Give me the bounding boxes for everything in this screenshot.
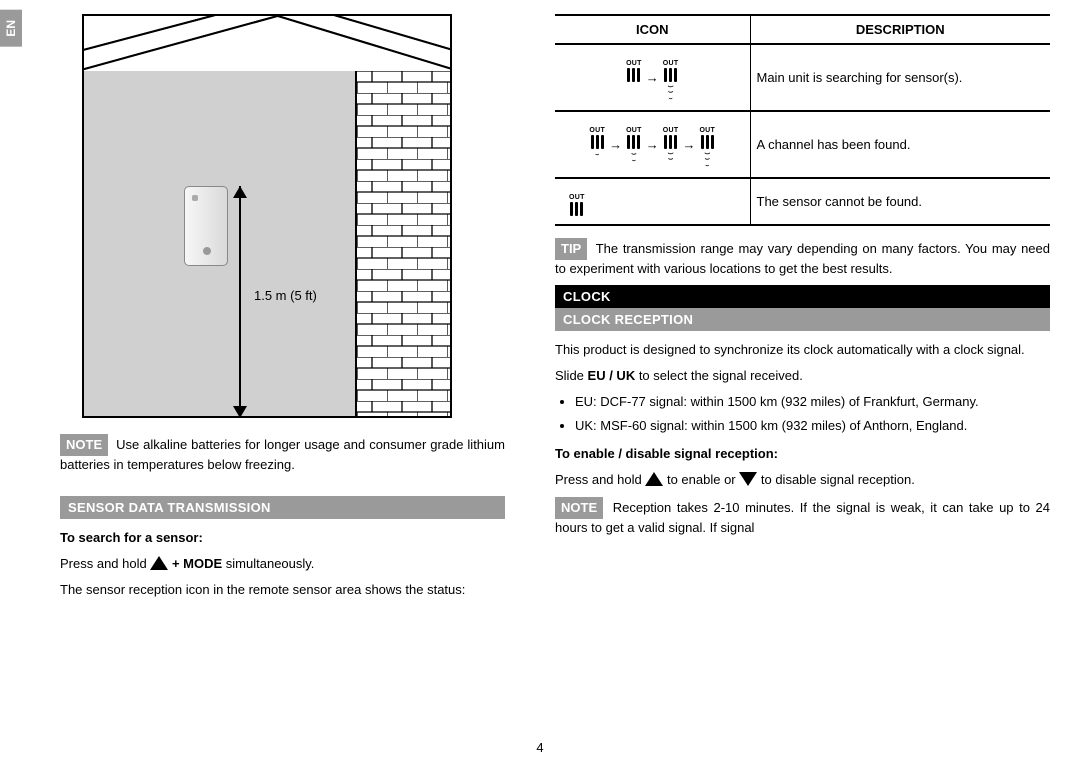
list-item: EU: DCF-77 signal: within 1500 km (932 m…	[575, 393, 1050, 411]
enable-instruction: Press and hold to enable or to disable s…	[555, 471, 1050, 489]
right-column: ICON DESCRIPTION OUT → OUT ⌣⌣⌣ Main unit…	[555, 14, 1050, 607]
enable-heading: To enable / disable signal reception:	[555, 445, 1050, 463]
up-triangle-icon	[645, 472, 663, 486]
battery-note: NOTE Use alkaline batteries for longer u…	[60, 434, 505, 474]
table-row: OUT The sensor cannot be found.	[555, 178, 1050, 225]
list-item: UK: MSF-60 signal: within 1500 km (932 m…	[575, 417, 1050, 435]
table-row: OUT⌣ → OUT⌣⌣ → OUT⌣⌣ → OUT⌣⌣⌣ A channel …	[555, 111, 1050, 178]
th-icon: ICON	[555, 15, 750, 44]
height-dimension-label: 1.5 m (5 ft)	[254, 288, 317, 303]
tip-badge: TIP	[555, 238, 587, 260]
reception-note: NOTE Reception takes 2-10 minutes. If th…	[555, 497, 1050, 537]
note-badge: NOTE	[555, 497, 603, 519]
section-clock-reception: CLOCK RECEPTION	[555, 308, 1050, 331]
search-sensor-heading: To search for a sensor:	[60, 529, 505, 547]
tip-note: TIP The transmission range may vary depe…	[555, 238, 1050, 278]
icon-status-table: ICON DESCRIPTION OUT → OUT ⌣⌣⌣ Main unit…	[555, 14, 1050, 226]
signal-list: EU: DCF-77 signal: within 1500 km (932 m…	[555, 393, 1050, 435]
desc-searching: Main unit is searching for sensor(s).	[750, 44, 1050, 111]
icon-searching: OUT → OUT ⌣⌣⌣	[555, 44, 750, 111]
language-tab: EN	[0, 10, 22, 47]
icon-found: OUT⌣ → OUT⌣⌣ → OUT⌣⌣ → OUT⌣⌣⌣	[555, 111, 750, 178]
search-instruction: Press and hold + MODE simultaneously.	[60, 555, 505, 573]
note-badge: NOTE	[60, 434, 108, 456]
table-row: OUT → OUT ⌣⌣⌣ Main unit is searching for…	[555, 44, 1050, 111]
clock-intro: This product is designed to synchronize …	[555, 341, 1050, 359]
desc-found: A channel has been found.	[750, 111, 1050, 178]
status-intro-text: The sensor reception icon in the remote …	[60, 581, 505, 599]
page-number: 4	[0, 740, 1080, 755]
sensor-device-icon	[184, 186, 228, 266]
section-clock: CLOCK	[555, 285, 1050, 308]
left-column: 1.5 m (5 ft) NOTE Use alkaline batteries…	[60, 14, 505, 607]
up-triangle-icon	[150, 556, 168, 570]
down-triangle-icon	[739, 472, 757, 486]
section-sensor-transmission: SENSOR DATA TRANSMISSION	[60, 496, 505, 519]
th-description: DESCRIPTION	[750, 15, 1050, 44]
slide-instruction: Slide EU / UK to select the signal recei…	[555, 367, 1050, 385]
installation-diagram: 1.5 m (5 ft)	[82, 14, 452, 418]
desc-notfound: The sensor cannot be found.	[750, 178, 1050, 225]
icon-notfound: OUT	[555, 178, 750, 225]
